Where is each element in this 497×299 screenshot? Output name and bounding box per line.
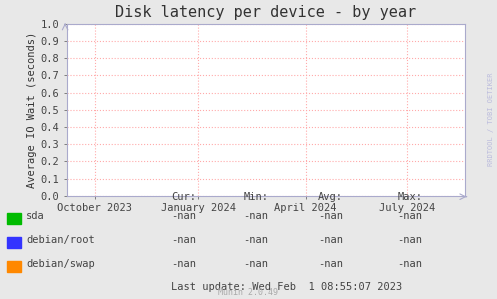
Text: debian/swap: debian/swap (26, 259, 95, 269)
Text: -nan: -nan (171, 211, 196, 221)
Text: sda: sda (26, 211, 45, 221)
Text: debian/root: debian/root (26, 235, 95, 245)
Text: -nan: -nan (171, 259, 196, 269)
Text: -nan: -nan (398, 235, 422, 245)
Title: Disk latency per device - by year: Disk latency per device - by year (115, 5, 416, 20)
Text: -nan: -nan (398, 259, 422, 269)
Text: -nan: -nan (244, 211, 268, 221)
Text: Munin 2.0.49: Munin 2.0.49 (219, 288, 278, 297)
Text: -nan: -nan (318, 211, 343, 221)
Text: Avg:: Avg: (318, 192, 343, 202)
Text: -nan: -nan (398, 211, 422, 221)
Text: Max:: Max: (398, 192, 422, 202)
Text: -nan: -nan (244, 235, 268, 245)
Text: -nan: -nan (171, 235, 196, 245)
Text: -nan: -nan (318, 235, 343, 245)
Text: -nan: -nan (244, 259, 268, 269)
Text: Min:: Min: (244, 192, 268, 202)
Text: -nan: -nan (318, 259, 343, 269)
Text: Cur:: Cur: (171, 192, 196, 202)
Text: Last update: Wed Feb  1 08:55:07 2023: Last update: Wed Feb 1 08:55:07 2023 (171, 282, 403, 292)
Text: RRDTOOL / TOBI OETIKER: RRDTOOL / TOBI OETIKER (488, 73, 494, 166)
Y-axis label: Average IO Wait (seconds): Average IO Wait (seconds) (26, 32, 37, 188)
